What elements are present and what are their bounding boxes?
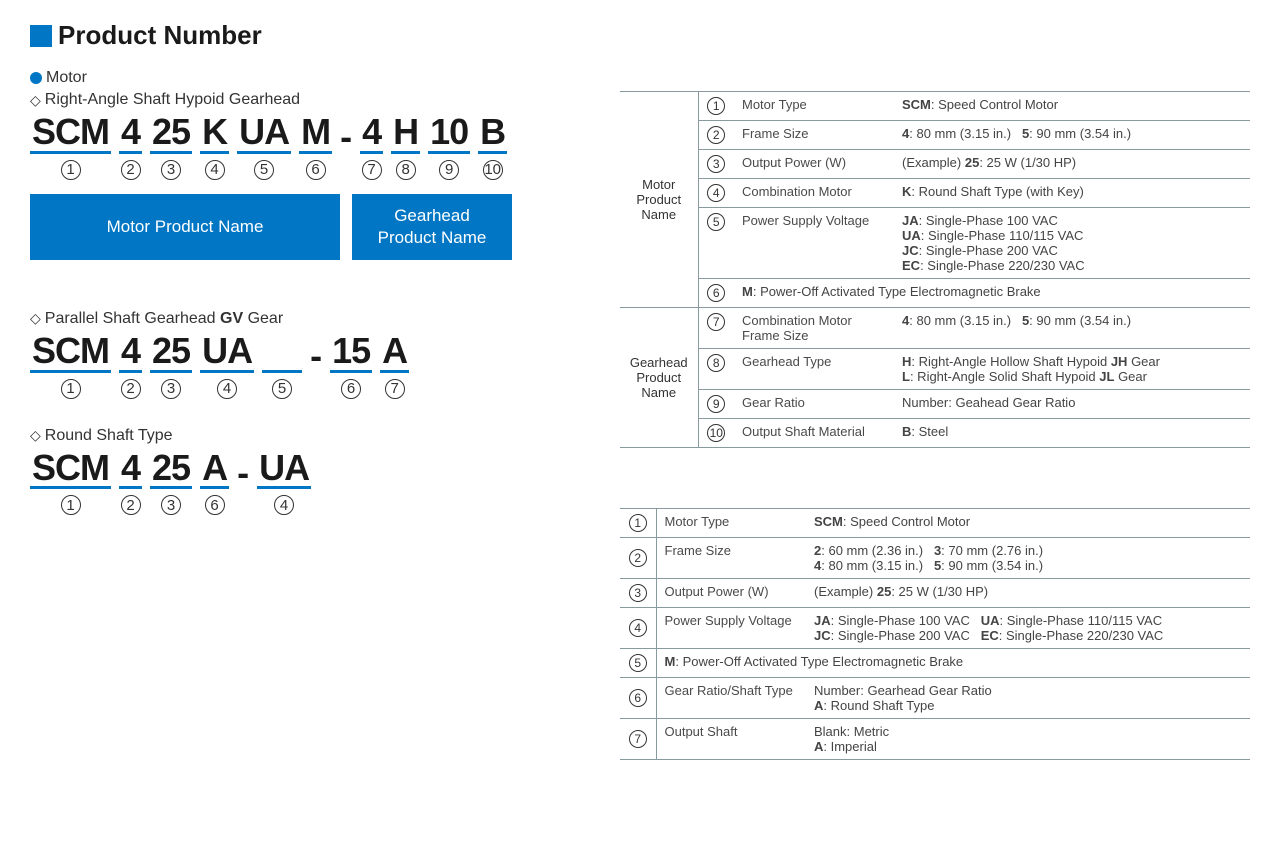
- code-segment: 5: [262, 332, 302, 399]
- legend-row: 3Output Power (W)(Example) 25: 25 W (1/3…: [620, 150, 1250, 179]
- legend-table-2: 1Motor TypeSCM: Speed Control Motor2Fram…: [620, 508, 1250, 760]
- code-dash: -: [340, 118, 352, 180]
- code-segment: 253: [150, 332, 192, 399]
- code-segment: UA4: [200, 332, 254, 399]
- gearhead-product-name-block: Gearhead Product Name: [352, 194, 512, 260]
- legend-row: 2Frame Size4: 80 mm (3.15 in.) 5: 90 mm …: [620, 121, 1250, 150]
- code-segment: SCM1: [30, 332, 111, 399]
- page-title-text: Product Number: [58, 20, 262, 51]
- legend-row: 9Gear RatioNumber: Geahead Gear Ratio: [620, 390, 1250, 419]
- page-title: Product Number: [30, 20, 1250, 51]
- section2-subtitle: ◇ Parallel Shaft Gearhead GV Gear: [30, 310, 600, 328]
- section3-code: SCM142253A6-UA4: [30, 449, 600, 516]
- label-blocks: Motor Product Name Gearhead Product Name: [30, 194, 600, 260]
- section3-subtitle: ◇ Round Shaft Type: [30, 427, 600, 445]
- code-segment: M6: [299, 113, 332, 180]
- legend-row: 6Gear Ratio/Shaft TypeNumber: Gearhead G…: [620, 678, 1250, 719]
- legend-row: 6M: Power-Off Activated Type Electromagn…: [620, 279, 1250, 308]
- diamond-icon: ◇: [30, 427, 41, 444]
- code-segment: A6: [200, 449, 229, 516]
- section2-subtitle-text: Parallel Shaft Gearhead GV Gear: [45, 310, 283, 328]
- code-segment: 109: [428, 113, 470, 180]
- diamond-icon: ◇: [30, 92, 41, 109]
- section2-code: SCM142253UA4 5-156A7: [30, 332, 600, 399]
- title-bullet-icon: [30, 25, 52, 47]
- legend-row: 4Power Supply VoltageJA: Single-Phase 10…: [620, 608, 1250, 649]
- code-segment: 253: [150, 113, 192, 180]
- legend-row: 2Frame Size2: 60 mm (2.36 in.) 3: 70 mm …: [620, 538, 1250, 579]
- dot-icon: [30, 72, 42, 84]
- legend-row: MotorProductName1Motor TypeSCM: Speed Co…: [620, 92, 1250, 121]
- section1-subtitle-text: Right-Angle Shaft Hypoid Gearhead: [45, 91, 300, 109]
- code-segment: B10: [478, 113, 507, 180]
- code-segment: 156: [330, 332, 372, 399]
- legend-row: 7Output ShaftBlank: MetricA: Imperial: [620, 719, 1250, 760]
- legend-row: GearheadProductName7Combination Motor Fr…: [620, 308, 1250, 349]
- code-segment: 42: [119, 449, 142, 516]
- code-segment: H8: [391, 113, 420, 180]
- section1-subtitle: ◇ Right-Angle Shaft Hypoid Gearhead: [30, 91, 600, 109]
- code-segment: 42: [119, 332, 142, 399]
- code-segment: UA5: [237, 113, 291, 180]
- code-segment: UA4: [257, 449, 311, 516]
- code-segment: 42: [119, 113, 142, 180]
- section1-code: SCM142253K4UA5M6-47H8109 B10: [30, 113, 600, 180]
- code-dash: -: [310, 337, 322, 399]
- section3-subtitle-text: Round Shaft Type: [45, 427, 173, 445]
- code-segment: A7: [380, 332, 409, 399]
- code-segment: SCM1: [30, 113, 111, 180]
- legend-row: 10Output Shaft MaterialB: Steel: [620, 419, 1250, 448]
- legend-table-1: MotorProductName1Motor TypeSCM: Speed Co…: [620, 91, 1250, 448]
- legend-row: 5M: Power-Off Activated Type Electromagn…: [620, 649, 1250, 678]
- legend-row: 8Gearhead TypeH: Right-Angle Hollow Shaf…: [620, 349, 1250, 390]
- code-dash: -: [237, 454, 249, 516]
- legend-row: 1Motor TypeSCM: Speed Control Motor: [620, 509, 1250, 538]
- legend-row: 3Output Power (W)(Example) 25: 25 W (1/3…: [620, 579, 1250, 608]
- code-segment: K4: [200, 113, 229, 180]
- legend-row: 4Combination MotorK: Round Shaft Type (w…: [620, 179, 1250, 208]
- diamond-icon: ◇: [30, 310, 41, 327]
- code-segment: 253: [150, 449, 192, 516]
- code-segment: 47: [360, 113, 383, 180]
- motor-heading: Motor: [30, 69, 1250, 87]
- legend-row: 5Power Supply VoltageJA: Single-Phase 10…: [620, 208, 1250, 279]
- motor-heading-text: Motor: [46, 69, 87, 87]
- code-segment: SCM1: [30, 449, 111, 516]
- motor-product-name-block: Motor Product Name: [30, 194, 340, 260]
